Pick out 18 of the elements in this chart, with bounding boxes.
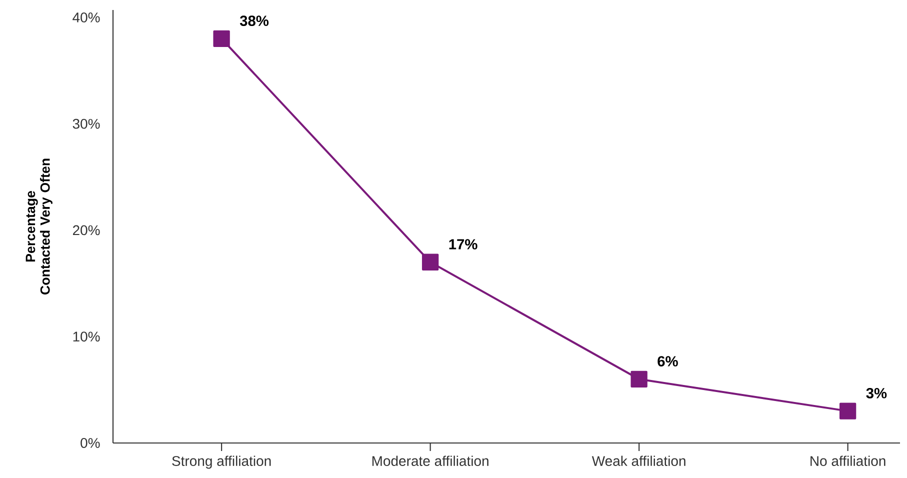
data-label: 3% [866, 388, 887, 398]
data-label: 17% [449, 239, 478, 250]
y-tick-label: 30% [72, 118, 100, 129]
point [422, 254, 439, 270]
data-label: 38% [240, 16, 269, 26]
x-tick-label: Strong affiliation [172, 456, 271, 469]
x-tick-label: Moderate affiliation [372, 456, 488, 466]
point [213, 30, 230, 48]
y-tick-label: 40% [72, 12, 100, 22]
y-tick-label: 10% [73, 332, 100, 342]
data-label: 6% [658, 356, 678, 366]
point [630, 370, 648, 388]
x-tick-label: Weak affiliation [592, 456, 686, 466]
y-tick-label: 20% [72, 225, 100, 236]
point [839, 402, 856, 420]
y-axis-title: Percentage Contacted Very Often [26, 158, 52, 294]
y-tick-label: 0% [80, 438, 100, 448]
x-tick-label: No affiliation [810, 456, 886, 466]
